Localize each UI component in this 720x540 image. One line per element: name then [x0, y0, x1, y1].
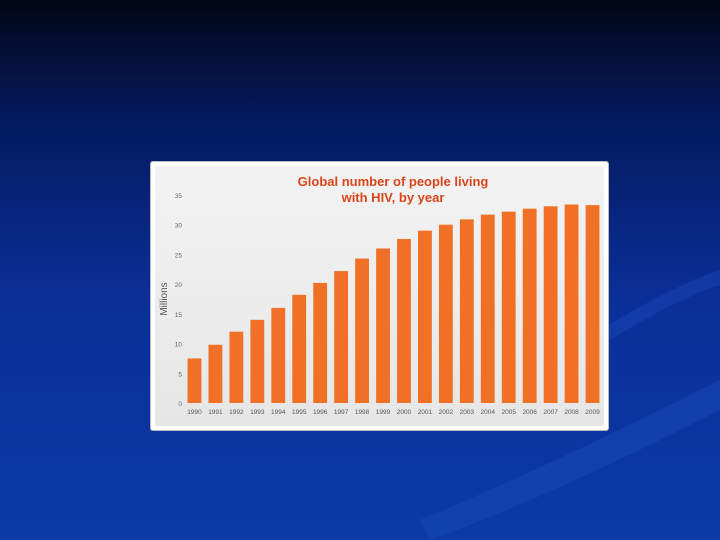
y-tick-label: 10: [175, 342, 183, 349]
chart-title-line-1: Global number of people living: [297, 174, 489, 189]
x-tick-label: 2004: [481, 409, 496, 416]
x-tick-label: 1998: [355, 409, 370, 416]
y-tick-label: 5: [178, 371, 182, 378]
y-tick-label: 25: [175, 252, 183, 259]
bar-2005: [501, 211, 516, 403]
bar-1997: [334, 271, 349, 403]
x-tick-label: 1994: [271, 409, 286, 416]
y-axis-label: Millions: [159, 282, 170, 315]
bar-1996: [313, 282, 328, 403]
bar-1998: [355, 258, 369, 403]
bar-2001: [418, 230, 432, 403]
bar-1991: [208, 344, 223, 403]
bar-1994: [271, 307, 286, 403]
chart-title-line-2: with HIV, by year: [341, 190, 445, 205]
x-tick-label: 2002: [439, 409, 454, 416]
y-tick-label: 30: [175, 223, 183, 230]
y-tick-label: 0: [178, 401, 182, 408]
x-tick-label: 1995: [292, 409, 307, 416]
chart-title: Global number of people living with HIV,…: [263, 174, 523, 206]
x-tick-label: 2006: [522, 409, 537, 416]
bar-2007: [543, 206, 558, 403]
x-tick-label: 1996: [313, 409, 328, 416]
x-tick-label: 2005: [501, 409, 516, 416]
bar-2003: [459, 219, 474, 403]
x-tick-label: 1999: [376, 409, 391, 416]
y-axis-ticks: 0 5 10 15 20 25 30 35: [175, 193, 183, 408]
x-tick-label: 2003: [460, 409, 475, 416]
x-tick-label: 1992: [229, 409, 244, 416]
x-tick-label: 1997: [334, 409, 349, 416]
bar-2000: [397, 238, 411, 403]
chart-card: Global number of people living with HIV,…: [150, 161, 609, 431]
x-tick-label: 1990: [187, 409, 202, 416]
bar-2002: [438, 224, 453, 403]
bar-1992: [229, 331, 244, 403]
bar-1990: [187, 358, 202, 403]
x-tick-label: 2001: [418, 409, 433, 416]
y-tick-label: 20: [175, 282, 183, 289]
x-tick-label: 2007: [543, 409, 558, 416]
bar-1999: [376, 248, 390, 403]
x-tick-label: 2009: [585, 409, 600, 416]
bar-1995: [292, 294, 307, 403]
bar-2004: [480, 214, 495, 403]
x-tick-label: 2000: [397, 409, 412, 416]
bar-2006: [522, 208, 537, 403]
bars: [187, 204, 600, 403]
y-tick-label: 15: [175, 312, 183, 319]
y-tick-label: 35: [175, 193, 183, 200]
x-axis-ticks: 1990 1991 1992 1993 1994 1995 1996 1997 1998 1999…: [187, 409, 600, 416]
bar-2008: [564, 204, 579, 403]
x-tick-label: 1993: [250, 409, 265, 416]
bar-2009: [585, 205, 600, 403]
bar-1993: [250, 319, 265, 403]
x-tick-label: 1991: [208, 409, 223, 416]
x-tick-label: 2008: [564, 409, 579, 416]
